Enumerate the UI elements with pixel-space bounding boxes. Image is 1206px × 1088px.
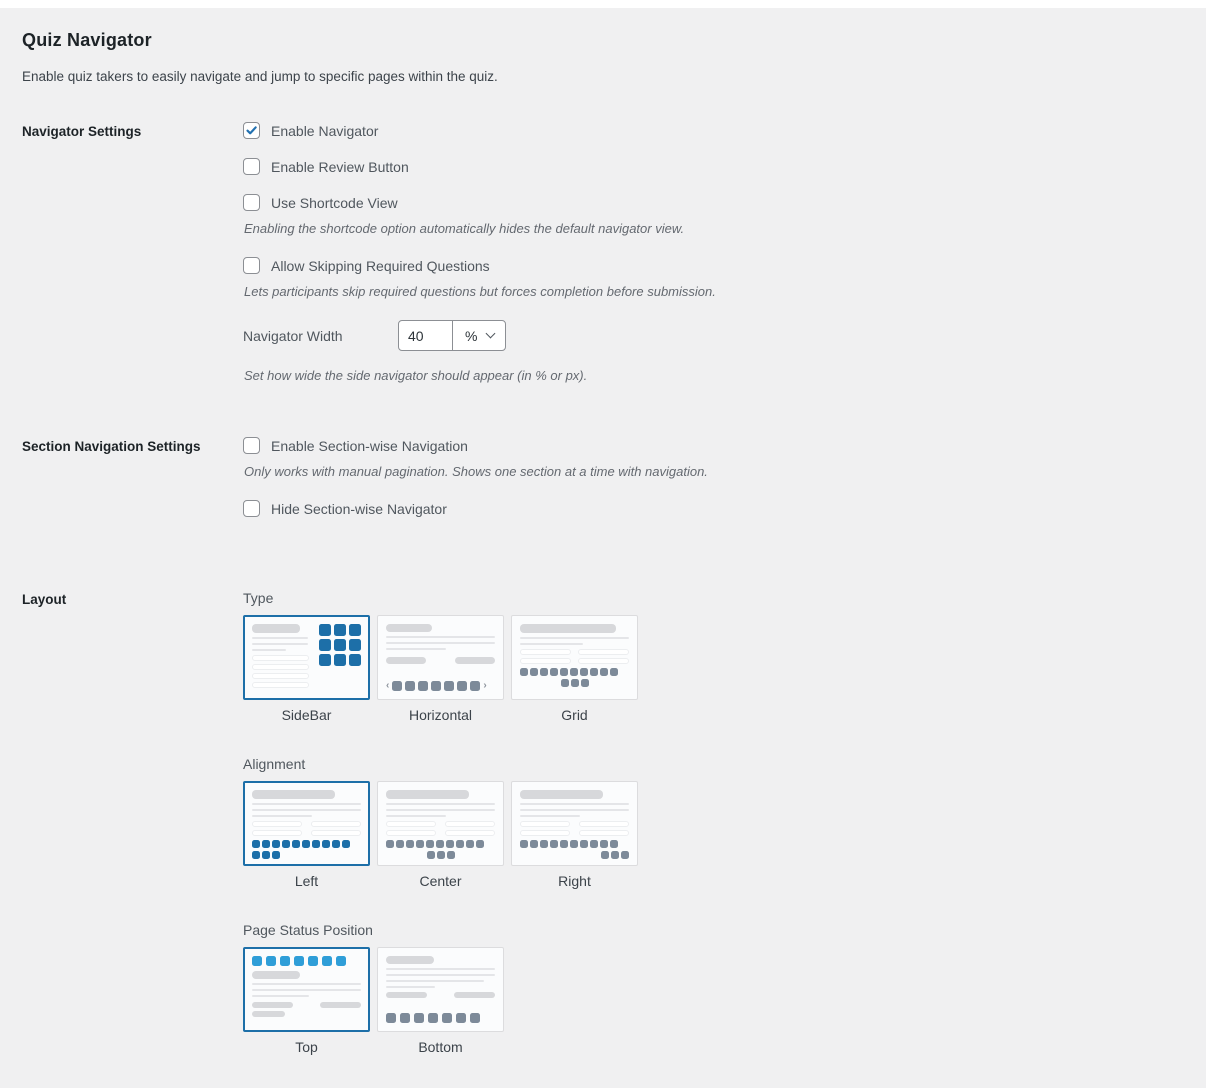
checkbox-label: Use Shortcode View xyxy=(271,194,398,211)
sidebar-thumbnail-icon[interactable] xyxy=(243,615,370,700)
layout-option-top[interactable]: Top xyxy=(243,947,370,1055)
checkbox-label: Allow Skipping Required Questions xyxy=(271,257,490,274)
page-subtitle: Enable quiz takers to easily navigate an… xyxy=(22,69,498,84)
layout-group-type: Type SideBar ‹ › Horizontal xyxy=(243,590,1184,723)
section-navigation-settings-label: Section Navigation Settings xyxy=(22,439,201,454)
navigator-settings-content: Enable Navigator Enable Review Button Us… xyxy=(243,122,1184,383)
checkbox-use-shortcode-view[interactable]: Use Shortcode View xyxy=(243,194,1184,211)
layout-group-title-alignment: Alignment xyxy=(243,756,306,772)
navigator-settings-row: Navigator Settings Enable Navigator Enab… xyxy=(22,122,1184,383)
checkbox-label: Enable Review Button xyxy=(271,158,409,175)
top-strip xyxy=(0,0,1206,8)
help-text: Only works with manual pagination. Shows… xyxy=(244,464,708,479)
help-text: Enabling the shortcode option automatica… xyxy=(244,221,685,236)
align-center-thumbnail-icon[interactable] xyxy=(377,781,504,866)
checkbox-box[interactable] xyxy=(243,158,260,175)
layout-option-bottom[interactable]: Bottom xyxy=(377,947,504,1055)
checkbox-allow-skipping-required-questions[interactable]: Allow Skipping Required Questions xyxy=(243,257,1184,274)
navigator-width-unit-select[interactable]: % xyxy=(452,320,507,351)
navigator-width-input[interactable] xyxy=(398,320,453,351)
help-text: Lets participants skip required question… xyxy=(244,284,716,299)
status-top-thumbnail-icon[interactable] xyxy=(243,947,370,1032)
layout-group-title-page_status_position: Page Status Position xyxy=(243,922,373,938)
layout-groups: Type SideBar ‹ › Horizontal xyxy=(243,590,1184,1088)
align-left-thumbnail-icon[interactable] xyxy=(243,781,370,866)
checkbox-box[interactable] xyxy=(243,257,260,274)
navigator-checkbox-list: Enable Navigator Enable Review Button Us… xyxy=(243,122,1184,299)
layout-option-horizontal[interactable]: ‹ › Horizontal xyxy=(377,615,504,723)
layout-group-alignment: Alignment Left Center xyxy=(243,756,1184,889)
layout-option-grid[interactable]: Grid xyxy=(511,615,638,723)
horizontal-thumbnail-icon[interactable]: ‹ › xyxy=(377,615,504,700)
layout-group-title-type: Type xyxy=(243,590,274,606)
checkbox-label: Enable Navigator xyxy=(271,122,379,139)
layout-option-label: Center xyxy=(419,873,462,889)
checkbox-box[interactable] xyxy=(243,194,260,211)
layout-option-label: SideBar xyxy=(281,707,332,723)
section-navigation-checkbox-list: Enable Section-wise Navigation Only work… xyxy=(243,437,1184,517)
layout-option-sidebar[interactable]: SideBar xyxy=(243,615,370,723)
checkbox-label: Hide Section-wise Navigator xyxy=(271,500,447,517)
layout-group-cards-type: SideBar ‹ › Horizontal Grid xyxy=(243,615,1184,723)
checkbox-enable-section-wise-navigation[interactable]: Enable Section-wise Navigation xyxy=(243,437,1184,454)
layout-group-cards-page_status_position: Top Bottom xyxy=(243,947,1184,1055)
layout-label: Layout xyxy=(22,592,67,607)
align-right-thumbnail-icon[interactable] xyxy=(511,781,638,866)
prev-arrow-icon: ‹ xyxy=(386,680,390,691)
checkbox-label: Enable Section-wise Navigation xyxy=(271,437,468,454)
checkbox-enable-navigator[interactable]: Enable Navigator xyxy=(243,122,1184,139)
next-arrow-icon: › xyxy=(483,680,487,691)
layout-option-left[interactable]: Left xyxy=(243,781,370,889)
section-navigation-settings-content: Enable Section-wise Navigation Only work… xyxy=(243,437,1184,536)
checkmark-icon xyxy=(246,126,257,135)
checkbox-box[interactable] xyxy=(243,500,260,517)
page-title: Quiz Navigator xyxy=(22,30,152,50)
navigator-width-field: Navigator Width % xyxy=(243,320,1184,351)
navigator-settings-label: Navigator Settings xyxy=(22,124,142,139)
layout-option-label: Grid xyxy=(561,707,588,723)
checkbox-box[interactable] xyxy=(243,437,260,454)
layout-option-center[interactable]: Center xyxy=(377,781,504,889)
layout-option-label: Top xyxy=(295,1039,318,1055)
navigator-width-unit-value: % xyxy=(465,327,478,344)
layout-option-label: Left xyxy=(294,873,319,889)
layout-option-right[interactable]: Right xyxy=(511,781,638,889)
section-navigation-settings-row: Section Navigation Settings Enable Secti… xyxy=(22,437,1184,536)
layout-option-label: Right xyxy=(558,873,591,889)
checkbox-hide-section-wise-navigator[interactable]: Hide Section-wise Navigator xyxy=(243,500,1184,517)
grid-thumbnail-icon[interactable] xyxy=(511,615,638,700)
chevron-down-icon xyxy=(486,328,496,339)
navigator-width-help: Set how wide the side navigator should a… xyxy=(244,368,588,383)
layout-group-cards-alignment: Left Center Right xyxy=(243,781,1184,889)
layout-row: Layout Type SideBar ‹ › xyxy=(22,590,1184,1088)
checkbox-box[interactable] xyxy=(243,122,260,139)
layout-option-label: Bottom xyxy=(418,1039,463,1055)
layout-group-page_status_position: Page Status Position Top Bottom xyxy=(243,922,1184,1055)
quiz-navigator-settings-page: Quiz Navigator Enable quiz takers to eas… xyxy=(0,8,1206,1088)
checkbox-enable-review-button[interactable]: Enable Review Button xyxy=(243,158,1184,175)
layout-option-label: Horizontal xyxy=(408,707,473,723)
status-bottom-thumbnail-icon[interactable] xyxy=(377,947,504,1032)
navigator-width-label: Navigator Width xyxy=(243,327,343,344)
